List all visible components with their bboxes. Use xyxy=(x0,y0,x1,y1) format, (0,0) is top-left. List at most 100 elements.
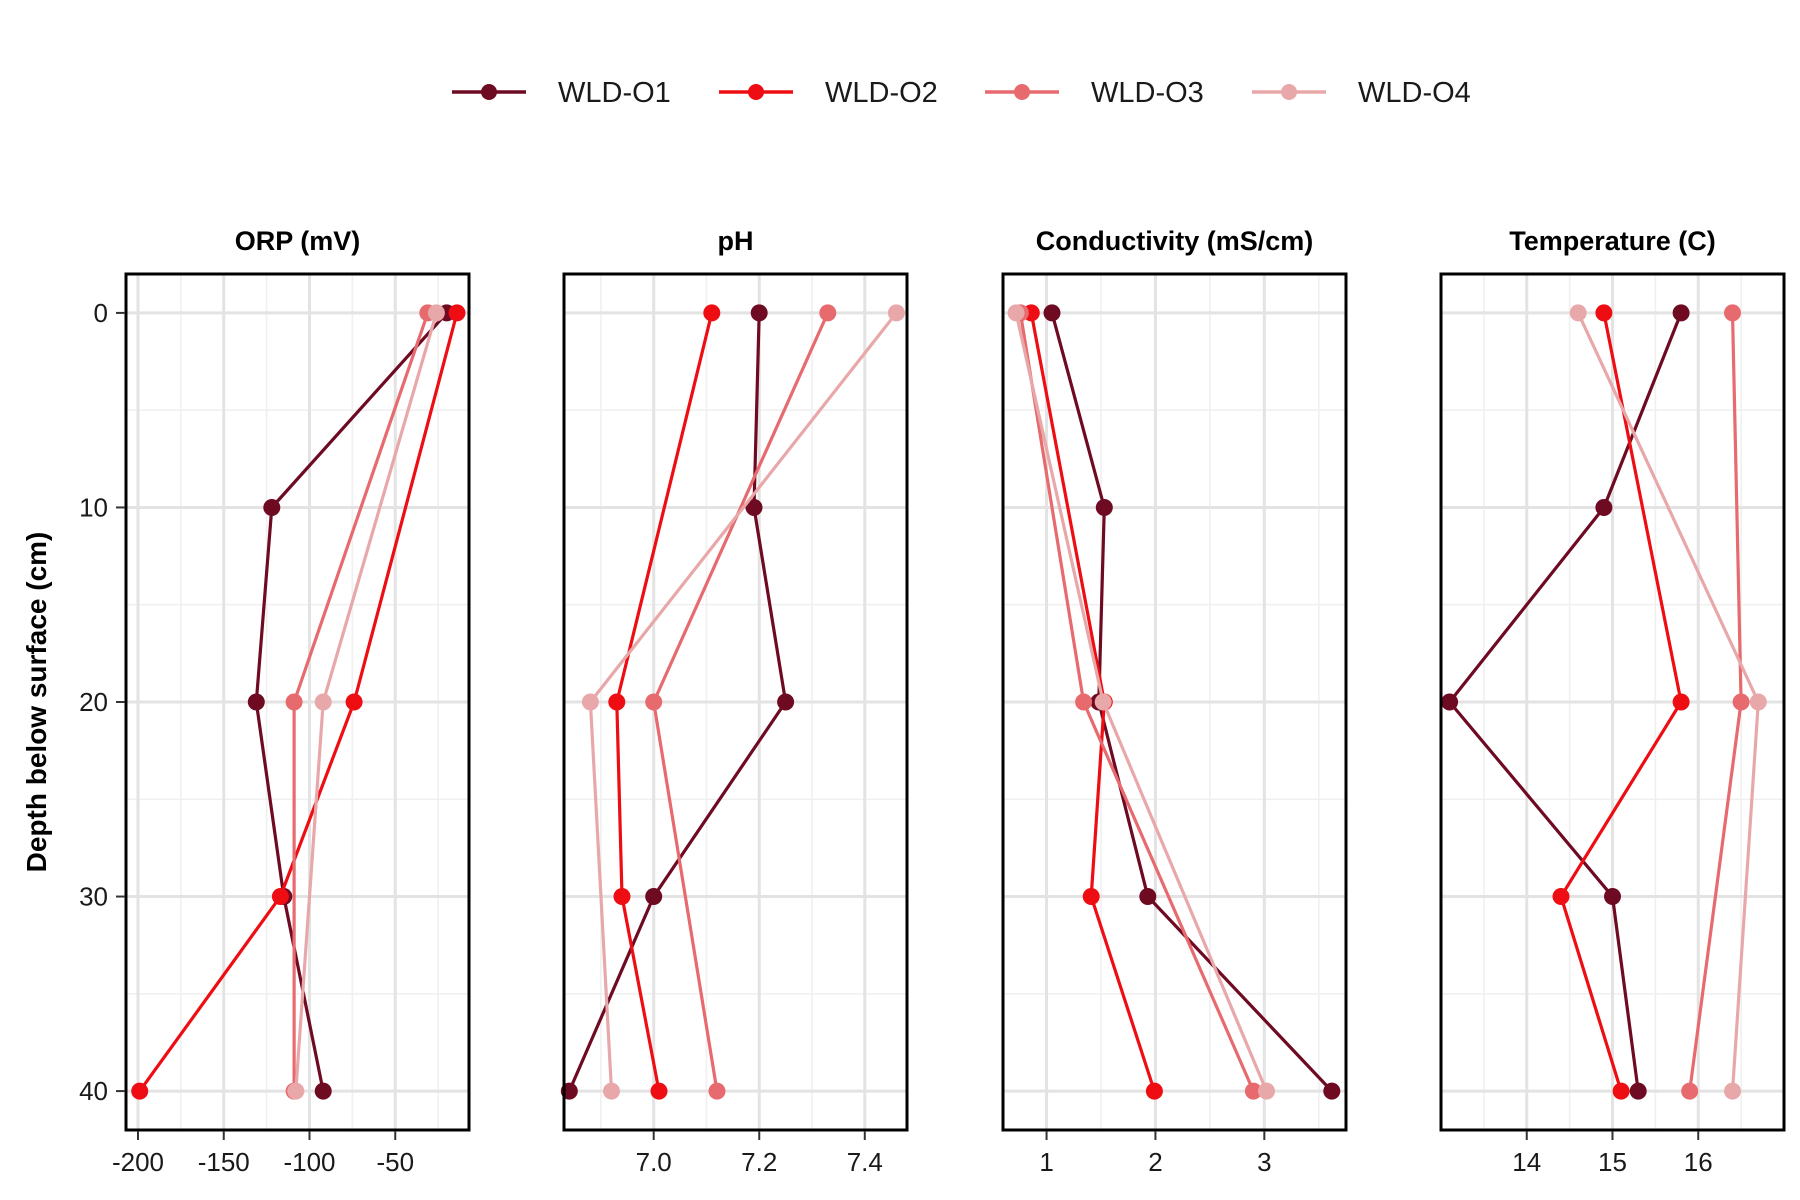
series-line xyxy=(1029,312,1156,1092)
legend-label: WLD-O3 xyxy=(1091,77,1204,109)
data-point xyxy=(1145,1082,1163,1100)
x-tick-label: 2 xyxy=(1148,1147,1162,1177)
legend-item-wld-o2: WLD-O2 xyxy=(719,77,938,109)
data-point xyxy=(750,304,768,322)
panel-border xyxy=(1001,272,1348,1132)
x-tick-label: 15 xyxy=(1598,1147,1627,1177)
series-wld-o4 xyxy=(581,304,905,1100)
legend-label: WLD-O4 xyxy=(1358,77,1471,109)
x-tick-label: -100 xyxy=(283,1147,335,1177)
data-point xyxy=(1139,888,1157,905)
data-point xyxy=(1569,304,1587,322)
series-wld-o4 xyxy=(1007,304,1275,1100)
data-point xyxy=(777,693,795,711)
data-point xyxy=(314,693,332,711)
data-point xyxy=(603,1082,620,1100)
data-point xyxy=(1595,304,1613,322)
panel-border xyxy=(124,272,471,1132)
legend-swatch-marker xyxy=(748,84,764,100)
data-point xyxy=(314,1082,332,1100)
data-point xyxy=(1043,304,1061,322)
data-point xyxy=(645,693,663,711)
x-tick-label: 16 xyxy=(1684,1147,1713,1177)
legend-swatch-marker xyxy=(481,84,497,100)
panel-title: ORP (mV) xyxy=(235,226,361,256)
panels: ORP (mV) -200 -150 -100 -50 0 10 20 30 40 pH 7.0 7.2… xyxy=(79,226,1786,1177)
legend-item-wld-o4: WLD-O4 xyxy=(1252,77,1471,109)
legend-label: WLD-O2 xyxy=(825,77,938,109)
data-point xyxy=(581,693,599,711)
y-tick-label: 10 xyxy=(79,492,108,522)
x-tick-label: 7.0 xyxy=(636,1147,672,1177)
series-wld-o4 xyxy=(1569,304,1767,1100)
data-point xyxy=(1672,304,1690,322)
data-point xyxy=(1094,693,1112,711)
data-point xyxy=(1323,1082,1341,1100)
panel-orp-mv: ORP (mV) -200 -150 -100 -50 0 10 20 30 40 xyxy=(79,226,471,1177)
data-point xyxy=(1612,1082,1630,1100)
series-line xyxy=(615,312,714,1092)
series-wld-o2 xyxy=(1552,304,1690,1100)
x-tick-label: -50 xyxy=(376,1147,414,1177)
data-point xyxy=(271,888,289,905)
legend-item-wld-o1: WLD-O1 xyxy=(452,77,671,109)
panel-conductivity-ms-cm: Conductivity (mS/cm) 1 2 3 xyxy=(1001,226,1348,1177)
series-wld-o2 xyxy=(608,304,721,1100)
x-tick-label: 14 xyxy=(1512,1147,1541,1177)
series-wld-o4 xyxy=(287,304,445,1100)
data-point xyxy=(131,1082,149,1100)
y-tick-label: 0 xyxy=(94,298,108,328)
data-point xyxy=(645,888,663,905)
y-tick-label: 30 xyxy=(79,882,108,912)
data-point xyxy=(263,499,281,516)
panel-title: pH xyxy=(718,226,754,256)
data-point xyxy=(608,693,626,711)
panel-border xyxy=(562,272,909,1132)
panel-border xyxy=(1439,272,1786,1132)
legend-swatch-marker xyxy=(1014,84,1030,100)
data-point xyxy=(345,693,363,711)
data-point xyxy=(1007,304,1025,322)
data-point xyxy=(1258,1082,1275,1100)
data-point xyxy=(1552,888,1570,905)
x-tick-label: 3 xyxy=(1257,1147,1271,1177)
data-point xyxy=(1672,693,1690,711)
x-tick-label: 1 xyxy=(1039,1147,1053,1177)
data-point xyxy=(708,1082,726,1100)
data-point xyxy=(819,304,837,322)
y-tick-label: 20 xyxy=(79,687,108,717)
data-point xyxy=(1732,693,1750,711)
series-wld-o3 xyxy=(1681,304,1750,1100)
data-point xyxy=(1629,1082,1647,1100)
data-point xyxy=(1075,693,1093,711)
data-point xyxy=(887,304,905,322)
data-point xyxy=(1095,499,1113,516)
legend-item-wld-o3: WLD-O3 xyxy=(985,77,1204,109)
x-tick-label: 7.4 xyxy=(847,1147,883,1177)
legend-swatch-marker xyxy=(1281,84,1297,100)
data-point xyxy=(745,499,763,516)
data-point xyxy=(285,693,303,711)
data-point xyxy=(287,1082,305,1100)
series-line xyxy=(1559,312,1683,1092)
y-axis-title: Depth below surface (cm) xyxy=(21,532,52,873)
data-point xyxy=(650,1082,668,1100)
data-point xyxy=(1595,499,1613,516)
x-tick-label: -150 xyxy=(198,1147,250,1177)
data-point xyxy=(448,304,466,322)
x-tick-label: 7.2 xyxy=(741,1147,777,1177)
data-point xyxy=(247,693,265,711)
x-tick-label: -200 xyxy=(112,1147,164,1177)
data-point xyxy=(1082,888,1100,905)
data-point xyxy=(613,888,631,905)
data-point xyxy=(1681,1082,1699,1100)
series-wld-o3 xyxy=(645,304,837,1100)
panel-ph: pH 7.0 7.2 7.4 xyxy=(560,226,909,1177)
data-point xyxy=(1724,304,1741,322)
data-point xyxy=(1441,693,1459,711)
y-tick-label: 40 xyxy=(79,1076,108,1106)
data-point xyxy=(427,304,445,322)
series-wld-o3 xyxy=(285,304,437,1100)
data-point xyxy=(1724,1082,1741,1100)
